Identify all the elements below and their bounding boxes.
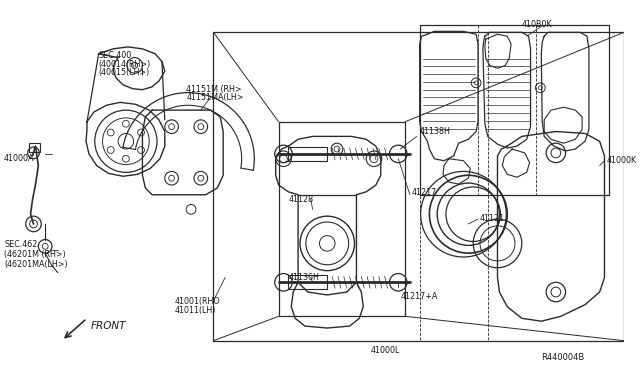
Text: 41011(LH): 41011(LH) [175, 306, 216, 315]
Text: 41138H: 41138H [420, 126, 451, 136]
Text: 41136H: 41136H [289, 273, 319, 282]
Text: 41128: 41128 [289, 195, 314, 204]
Bar [278, 122, 405, 316]
Text: (46201MA(LH>): (46201MA(LH>) [4, 260, 68, 269]
Text: 410B0K: 410B0K [522, 20, 552, 29]
Text: SEC.462: SEC.462 [4, 240, 38, 250]
Text: R440004B: R440004B [541, 353, 584, 362]
Text: 41217+A: 41217+A [400, 292, 438, 301]
Text: 41217: 41217 [412, 188, 437, 197]
Text: (46201M (RH>): (46201M (RH>) [4, 250, 66, 259]
Bar [420, 25, 609, 195]
Text: (40014(RH>): (40014(RH>) [99, 60, 151, 68]
Text: 41000L: 41000L [371, 346, 401, 355]
Text: 41151MA(LH>: 41151MA(LH> [186, 93, 244, 102]
Text: FRONT: FRONT [91, 321, 126, 331]
Text: 41000A: 41000A [3, 154, 34, 163]
Text: 41151M (RH>: 41151M (RH> [186, 85, 242, 94]
Bar [214, 32, 624, 341]
Text: 41001(RHO: 41001(RHO [175, 297, 220, 306]
Text: SEC.400: SEC.400 [99, 51, 132, 60]
Bar [29, 143, 40, 152]
Bar [289, 276, 327, 289]
Text: 41121: 41121 [480, 214, 505, 223]
Text: 41000K: 41000K [607, 156, 637, 165]
Bar [289, 147, 327, 161]
Text: (40015(LH>): (40015(LH>) [99, 68, 150, 77]
